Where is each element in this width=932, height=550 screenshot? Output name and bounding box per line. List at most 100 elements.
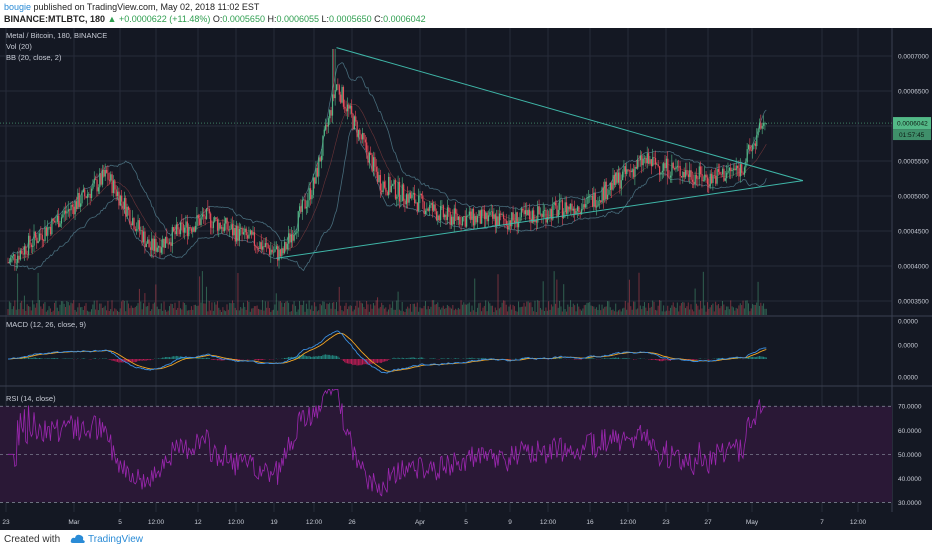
candle-body bbox=[576, 206, 579, 212]
volume-bar bbox=[147, 306, 149, 315]
candle-body bbox=[357, 129, 360, 138]
volume-bar bbox=[278, 301, 280, 315]
volume-bar bbox=[587, 302, 589, 315]
volume-bar bbox=[711, 305, 713, 315]
macd-histogram-bar bbox=[178, 356, 180, 359]
macd-histogram-bar bbox=[163, 357, 165, 359]
candle-body bbox=[545, 210, 547, 223]
volume-bar bbox=[119, 308, 121, 315]
candle-body bbox=[572, 208, 574, 211]
pane-labels: Metal / Bitcoin, 180, BINANCE Vol (20) BB … bbox=[6, 31, 107, 403]
volume-bar bbox=[184, 302, 186, 315]
candle-body bbox=[219, 222, 221, 229]
macd-histogram-bar bbox=[752, 356, 754, 359]
candle-body bbox=[164, 236, 167, 248]
rsi-tick-label: 50.0000 bbox=[898, 452, 922, 459]
candle-body bbox=[249, 230, 251, 235]
candle-body bbox=[723, 168, 725, 181]
candle-body bbox=[646, 153, 648, 164]
volume-bar bbox=[44, 302, 46, 315]
rsi-pane bbox=[0, 388, 892, 503]
volume-bar bbox=[372, 303, 374, 315]
candle-body bbox=[427, 208, 429, 211]
candle-body bbox=[750, 150, 752, 151]
volume-bar bbox=[148, 302, 150, 315]
volume-bar bbox=[574, 305, 576, 315]
volume-bar bbox=[237, 273, 239, 315]
macd-histogram-bar bbox=[763, 356, 765, 359]
macd-pane-title: MACD (12, 26, close, 9) bbox=[6, 320, 87, 329]
candlestick-series bbox=[7, 49, 767, 271]
volume-bar bbox=[486, 311, 488, 315]
volume-bar bbox=[564, 309, 566, 315]
change-value: +0.0000622 (+11.48%) bbox=[118, 14, 211, 24]
macd-histogram-bar bbox=[318, 355, 320, 359]
volume-bar bbox=[612, 309, 614, 315]
candle-body bbox=[45, 227, 48, 236]
volume-bar bbox=[320, 305, 322, 315]
volume-bar bbox=[356, 300, 358, 315]
candle-body bbox=[56, 215, 58, 222]
candle-body bbox=[467, 215, 469, 216]
candle-body bbox=[471, 208, 473, 220]
macd-histogram-bar bbox=[372, 359, 374, 364]
volume-bar bbox=[294, 305, 296, 315]
triangle-trendlines[interactable] bbox=[276, 47, 804, 259]
macd-histogram-bar bbox=[394, 358, 396, 359]
candle-body bbox=[283, 241, 286, 254]
candle-body bbox=[597, 200, 599, 207]
candle-body bbox=[80, 203, 82, 207]
volume-bar bbox=[489, 303, 491, 315]
candle-body bbox=[505, 220, 507, 226]
volume-bar bbox=[695, 303, 697, 315]
time-tick-label: 23 bbox=[662, 519, 670, 526]
volume-bar bbox=[344, 305, 346, 315]
macd-histogram-bar bbox=[297, 355, 299, 359]
volume-bar bbox=[300, 304, 302, 315]
macd-histogram-bar bbox=[29, 357, 31, 359]
candle-body bbox=[240, 227, 242, 229]
macd-histogram-bar bbox=[345, 359, 347, 364]
tradingview-brand[interactable]: TradingView bbox=[88, 534, 144, 545]
macd-histogram-bar bbox=[661, 359, 663, 362]
candle-body bbox=[706, 177, 709, 185]
volume-bar bbox=[698, 309, 700, 315]
candle-body bbox=[107, 172, 109, 180]
candle-body bbox=[104, 169, 106, 177]
volume-bar bbox=[262, 300, 264, 315]
volume-bar bbox=[45, 311, 47, 315]
macd-signal-line bbox=[8, 332, 767, 372]
volume-bar bbox=[528, 302, 530, 315]
volume-bar bbox=[470, 311, 472, 315]
macd-histogram-bar bbox=[746, 357, 748, 359]
volume-bar bbox=[630, 306, 632, 315]
volume-bar bbox=[268, 308, 270, 315]
time-tick-label: 12:00 bbox=[306, 519, 323, 526]
candle-body bbox=[96, 179, 98, 192]
candle-body bbox=[181, 222, 183, 224]
candle-body bbox=[92, 183, 94, 189]
volume-bar bbox=[371, 308, 373, 315]
candle-body bbox=[159, 246, 161, 253]
volume-bar bbox=[267, 301, 269, 315]
macd-histogram-bar bbox=[476, 358, 478, 359]
volume-bar bbox=[437, 302, 439, 315]
candle-body bbox=[184, 227, 186, 233]
author-link[interactable]: bougie bbox=[4, 2, 32, 12]
time-tick-label: 5 bbox=[464, 519, 468, 526]
volume-bar bbox=[459, 309, 461, 315]
candle-body bbox=[231, 224, 234, 236]
candle-body bbox=[288, 233, 290, 244]
candle-body bbox=[26, 254, 28, 255]
candle-body bbox=[708, 184, 710, 187]
volume-bar bbox=[288, 302, 290, 315]
macd-histogram-bar bbox=[133, 359, 135, 363]
candle-body bbox=[100, 173, 102, 185]
macd-histogram-bar bbox=[25, 358, 27, 359]
trading-chart[interactable]: 0.00070000.00065000.00060000.00055000.00… bbox=[0, 28, 932, 530]
volume-bar bbox=[607, 301, 609, 315]
volume-bar bbox=[190, 306, 192, 315]
candle-body bbox=[64, 210, 67, 214]
macd-histogram-bar bbox=[605, 358, 607, 359]
volume-bar bbox=[570, 300, 572, 315]
